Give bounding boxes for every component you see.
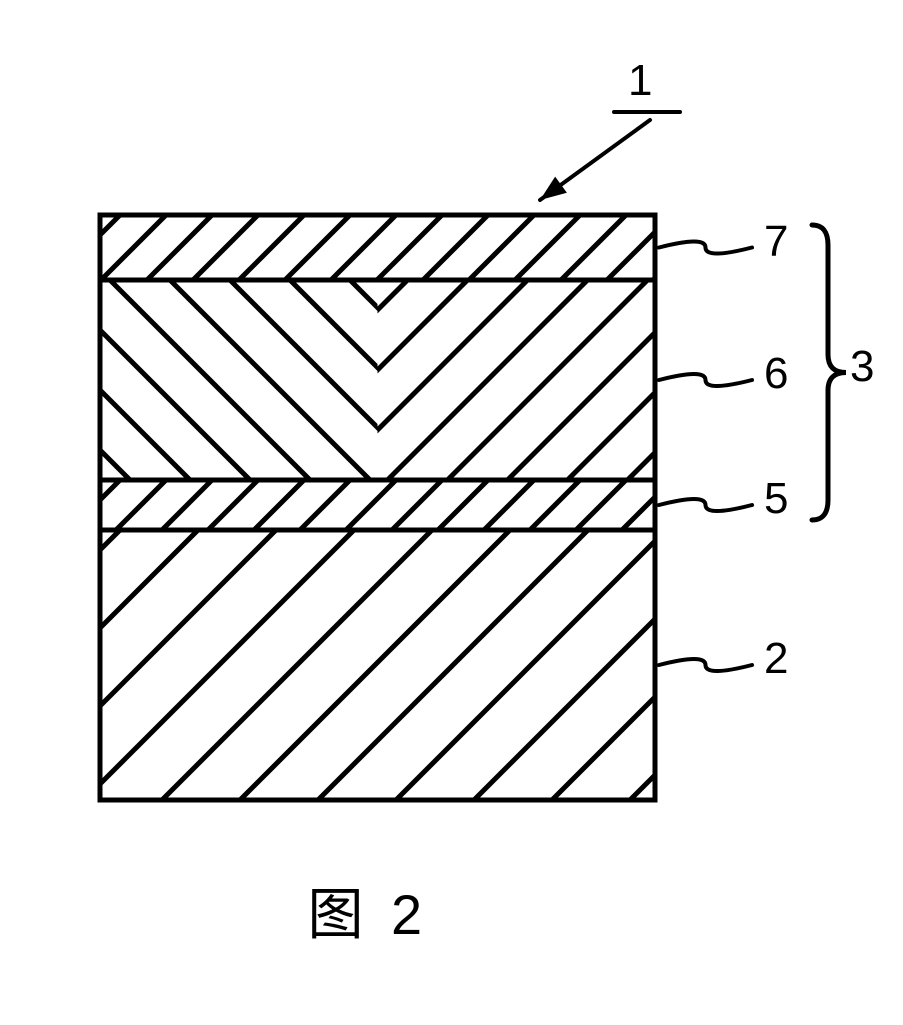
layer-label-2: 2	[764, 634, 788, 684]
layer-label-5: 5	[764, 474, 788, 524]
figure-caption: 图 2	[308, 870, 429, 951]
assembly-label: 1	[628, 56, 652, 106]
diagram-canvas: 1 3 7 6 5 2 图 2	[0, 0, 903, 1025]
layer-label-7: 7	[764, 217, 788, 267]
group-label: 3	[850, 342, 874, 392]
layer-label-6: 6	[764, 349, 788, 399]
